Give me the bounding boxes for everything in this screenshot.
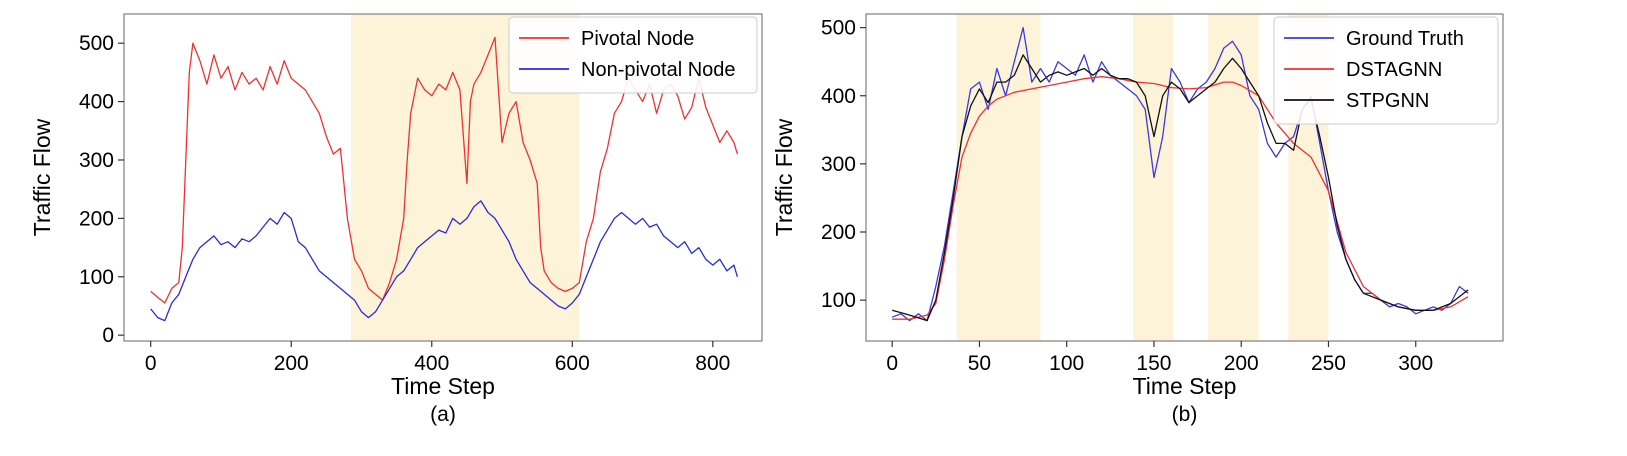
- legend-label-1: Pivotal Node: [581, 28, 694, 50]
- legend: Pivotal Node Non-pivotal Node: [508, 16, 758, 94]
- y-tick-label: 300: [821, 153, 856, 176]
- legend: Ground Truth DSTAGNN STPGNN: [1273, 16, 1499, 125]
- highlight-span-1: [956, 14, 1041, 341]
- x-tick-label: 600: [555, 352, 590, 375]
- series-line-3: [892, 54, 1469, 322]
- y-tick-label: 100: [79, 266, 114, 289]
- y-tick-label: 200: [79, 207, 114, 230]
- chart-panel-2: 0 50 100 150 200 250 300 100 200 300 400 500 Time St…: [771, 13, 1504, 426]
- x-tick-label: 50: [968, 352, 991, 375]
- legend-label-2: DSTAGNN: [1346, 59, 1442, 81]
- legend-label-2: Non-pivotal Node: [581, 59, 736, 81]
- x-tick-label: 400: [414, 352, 449, 375]
- x-tick-label: 200: [274, 352, 309, 375]
- y-tick-label: 500: [821, 17, 856, 40]
- highlight-span-3: [1208, 14, 1259, 341]
- x-tick-label: 300: [1398, 352, 1433, 375]
- x-tick-label: 800: [695, 352, 730, 375]
- x-tick-label: 0: [886, 352, 898, 375]
- panel-caption: (a): [430, 403, 456, 426]
- y-tick-label: 300: [79, 149, 114, 172]
- x-axis-label: Time Step: [391, 373, 495, 399]
- y-tick-label: 0: [102, 324, 114, 347]
- x-tick-label: 150: [1136, 352, 1171, 375]
- legend-box: [1273, 16, 1499, 125]
- y-tick-label: 400: [821, 85, 856, 108]
- legend-box: [508, 16, 758, 94]
- plot-frame: [123, 13, 763, 342]
- x-tick-label: 100: [1049, 352, 1084, 375]
- highlight-span-2: [1133, 14, 1174, 341]
- x-tick-label: 250: [1311, 352, 1346, 375]
- y-tick-label: 400: [79, 91, 114, 114]
- y-tick-label: 200: [821, 221, 856, 244]
- legend-label-3: STPGNN: [1346, 90, 1429, 112]
- y-tick-label: 500: [79, 32, 114, 55]
- series-line-2: [150, 200, 739, 322]
- y-axis-label: Traffic Flow: [29, 118, 55, 236]
- chart-panel-1: 0 200 400 600 800 0 100 200 300 400 500 Time Step Tr…: [29, 13, 763, 426]
- x-axis-label: Time Step: [1133, 373, 1237, 399]
- y-axis-label: Traffic Flow: [771, 118, 797, 236]
- x-tick-label: 0: [145, 352, 157, 375]
- series-line-2: [892, 76, 1469, 320]
- x-tick-label: 200: [1224, 352, 1259, 375]
- legend-label-1: Ground Truth: [1346, 28, 1464, 50]
- y-tick-label: 100: [821, 289, 856, 312]
- panel-caption: (b): [1172, 403, 1198, 426]
- plot-frame: [865, 13, 1504, 342]
